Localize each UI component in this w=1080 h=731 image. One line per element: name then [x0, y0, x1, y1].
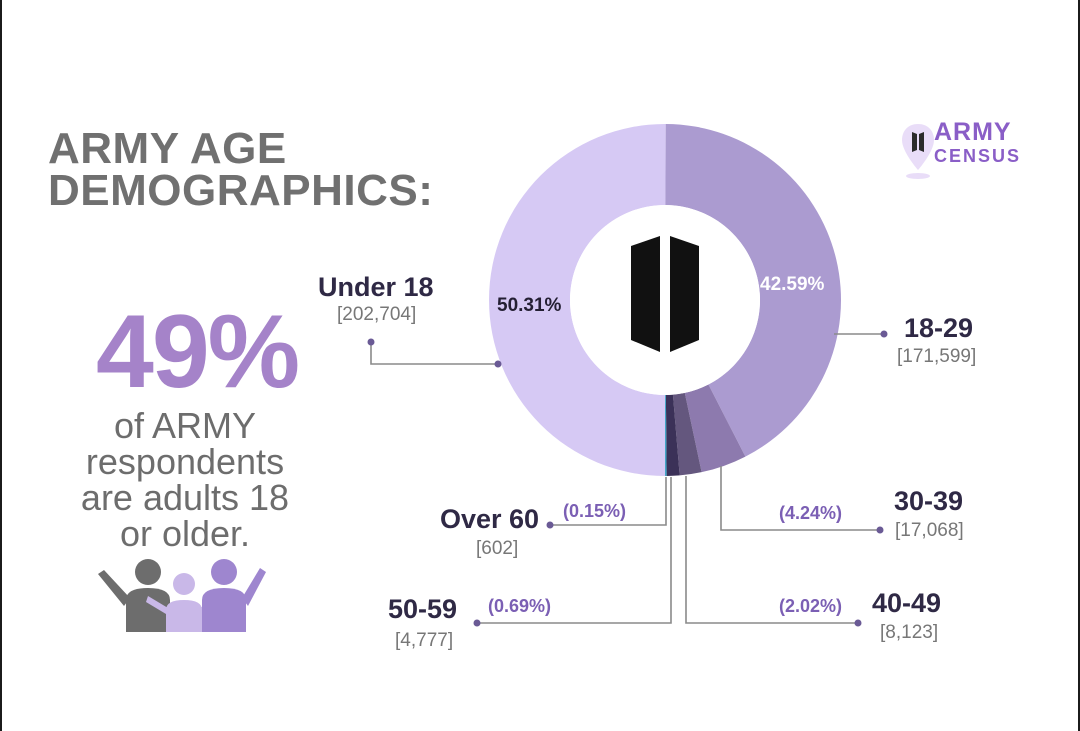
logo-line-1: ARMY	[934, 118, 1012, 146]
location-pin-icon	[902, 124, 934, 179]
category-label-50-59: 50-59	[388, 594, 458, 624]
count-label-18-29: [171,599]	[897, 346, 977, 367]
slice-under-18	[489, 124, 666, 476]
leader-40-49-dot	[854, 619, 862, 627]
chart-title: ARMY AGE DEMOGRAPHICS:	[48, 124, 434, 215]
category-label-over-60: Over 60	[440, 504, 540, 534]
title-line-2: DEMOGRAPHICS:	[48, 166, 434, 215]
bts-logo-icon	[631, 236, 699, 352]
count-label-30-39: [17,068]	[895, 520, 964, 541]
count-label-50-59: [4,777]	[395, 630, 454, 651]
logo-line-2: CENSUS	[934, 146, 1022, 166]
percent-label-50-59: (0.69%)	[488, 596, 552, 616]
leader-under-18	[370, 342, 498, 365]
leader-18-29-dot	[880, 330, 888, 338]
leader-50-59-dot	[473, 619, 481, 627]
people-icon	[98, 559, 266, 632]
frame-right-border	[1078, 0, 1080, 731]
percent-label-40-49: (2.02%)	[779, 596, 843, 616]
highlight-line-3: are adults 18	[80, 477, 290, 518]
slice-30-39	[684, 384, 746, 473]
title-line-1: ARMY AGE	[48, 124, 287, 173]
highlight-description: of ARMY respondents are adults 18 or old…	[60, 408, 310, 552]
slice-over-60	[665, 394, 667, 476]
leader-30-39-dot	[876, 526, 884, 534]
category-label-30-39: 30-39	[894, 486, 964, 516]
army-census-logo: ARMY CENSUS	[934, 120, 1021, 168]
leader-under-18-dot	[367, 338, 375, 346]
leader-over-60-dot	[546, 521, 554, 529]
slice-label-18-29: 42.59%	[760, 274, 825, 295]
slice-50-59	[665, 394, 680, 476]
donut-slices	[489, 124, 842, 476]
highlight-line-4: or older.	[119, 513, 251, 554]
percent-label-over-60: (0.15%)	[563, 501, 627, 521]
slice-18-29	[665, 124, 842, 457]
percent-label-30-39: (4.24%)	[779, 503, 843, 523]
count-label-40-49: [8,123]	[880, 622, 939, 643]
category-label-40-49: 40-49	[872, 588, 942, 618]
leader-lines	[367, 330, 888, 627]
leader-50-59	[477, 477, 672, 624]
category-label-under-18: Under 18	[318, 272, 434, 302]
slice-label-under-18: 50.31%	[497, 295, 562, 316]
highlight-percent: 49%	[96, 294, 300, 410]
leader-30-39	[720, 466, 880, 531]
slice-40-49	[672, 392, 702, 476]
highlight-line-2: respondents	[85, 441, 285, 482]
count-label-over-60: [602]	[476, 538, 519, 559]
frame-left-border	[0, 0, 2, 731]
category-label-18-29: 18-29	[904, 313, 974, 343]
donut-hole	[570, 205, 760, 395]
leader-over-60	[550, 477, 667, 526]
leader-40-49	[685, 476, 858, 624]
leader-under-18-dot	[494, 360, 502, 368]
count-label-under-18: [202,704]	[337, 304, 417, 325]
highlight-line-1: of ARMY	[113, 405, 257, 446]
